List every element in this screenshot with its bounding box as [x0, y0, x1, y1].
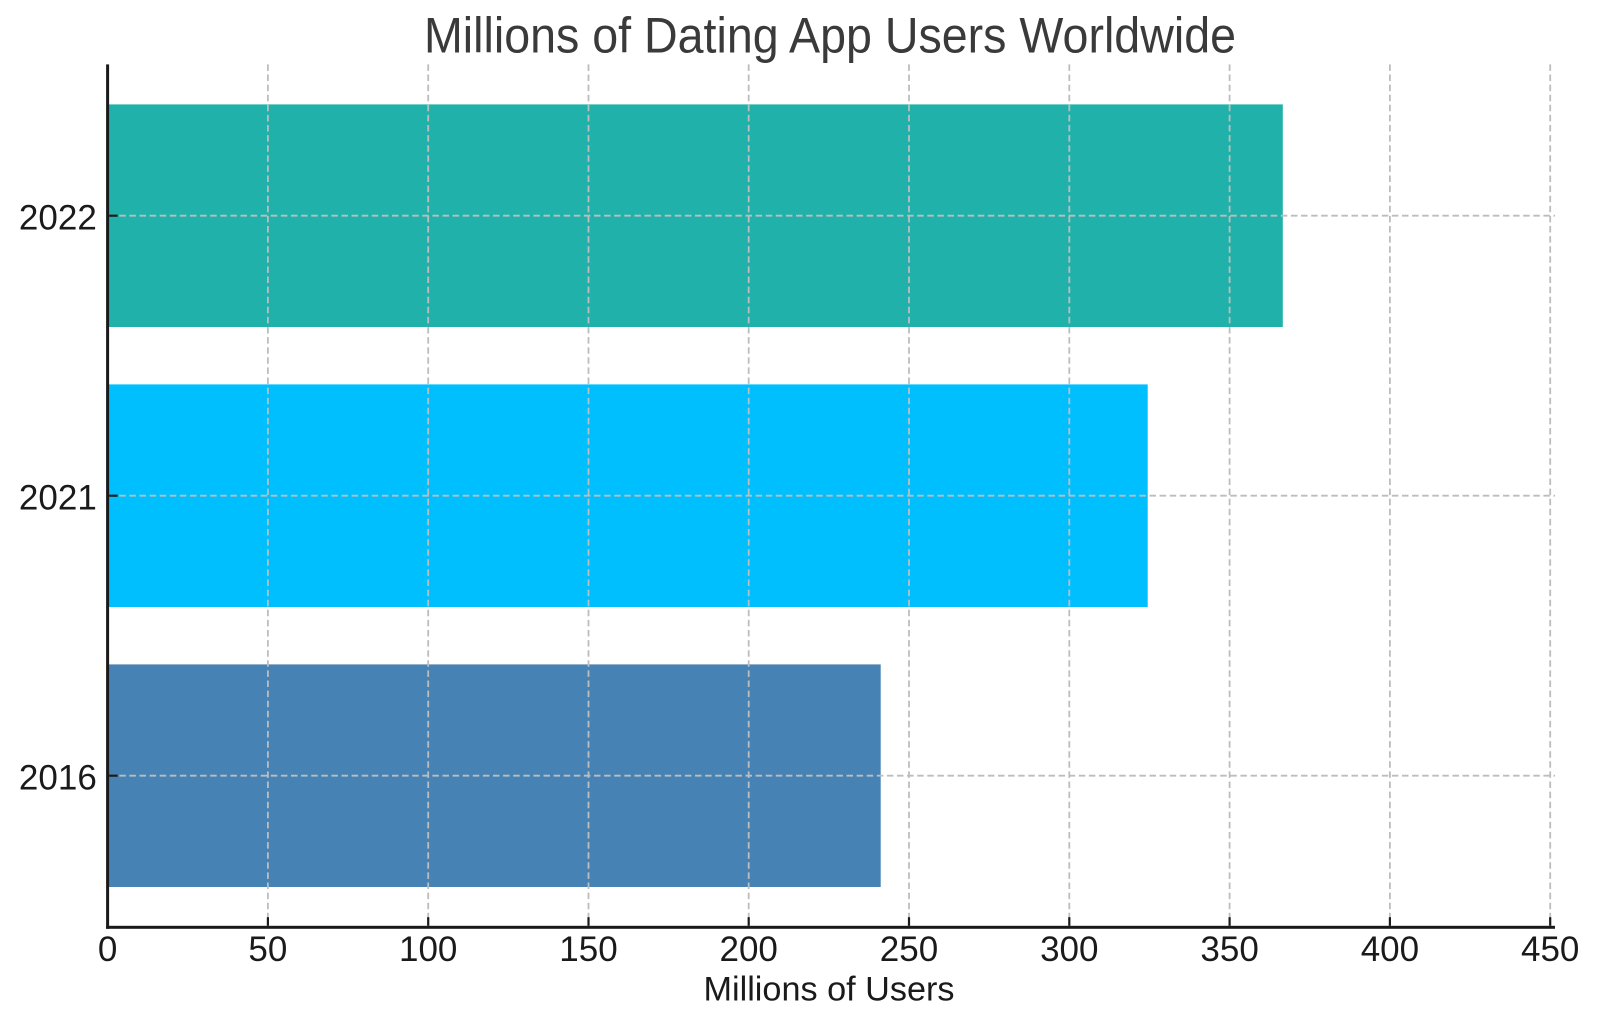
svg-text:250: 250: [880, 930, 938, 969]
svg-text:100: 100: [399, 930, 457, 969]
svg-text:400: 400: [1361, 930, 1419, 969]
svg-text:200: 200: [719, 930, 777, 969]
svg-text:150: 150: [559, 930, 617, 969]
svg-text:2016: 2016: [19, 758, 97, 797]
svg-text:450: 450: [1521, 930, 1579, 969]
svg-text:300: 300: [1040, 930, 1098, 969]
svg-text:350: 350: [1200, 930, 1258, 969]
svg-text:Millions of Users: Millions of Users: [704, 971, 955, 1009]
svg-text:2022: 2022: [19, 198, 97, 237]
svg-text:0: 0: [98, 930, 117, 969]
svg-text:2021: 2021: [19, 478, 97, 517]
svg-text:Millions of Dating App Users W: Millions of Dating App Users Worldwide: [424, 7, 1236, 63]
svg-text:50: 50: [248, 930, 287, 969]
